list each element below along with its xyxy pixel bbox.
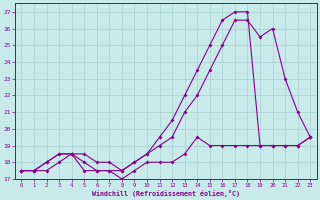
X-axis label: Windchill (Refroidissement éolien,°C): Windchill (Refroidissement éolien,°C): [92, 190, 240, 197]
